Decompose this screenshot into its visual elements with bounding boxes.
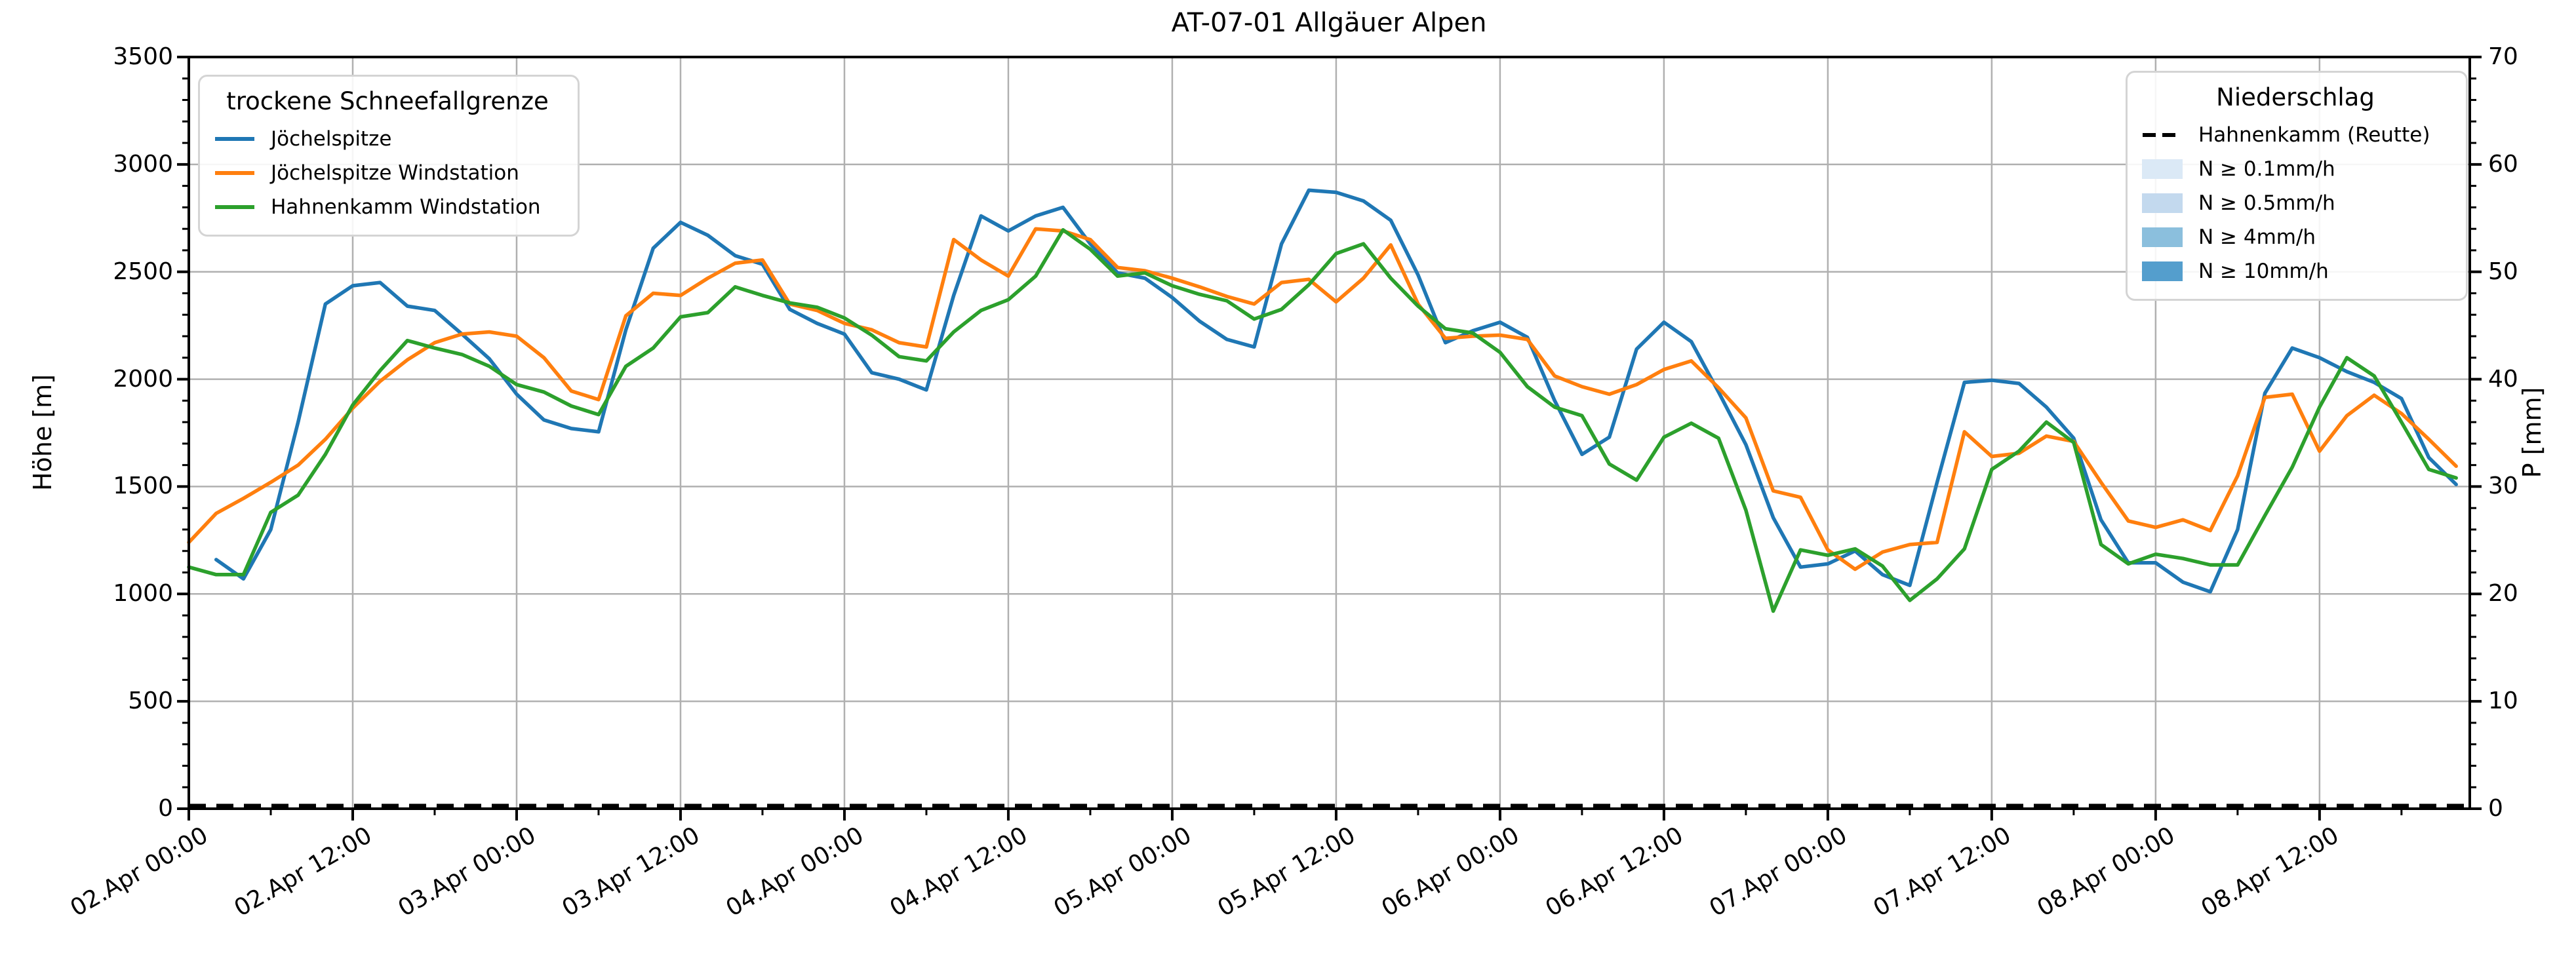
series-line-j-chelspitze-windstation <box>187 227 2458 571</box>
page-title: AT-07-01 Allgäuer Alpen <box>1171 8 1487 38</box>
legend-item: N ≥ 10mm/h <box>2142 254 2449 288</box>
y-tick-label-left: 0 <box>158 795 173 822</box>
plot-border <box>188 56 2471 810</box>
legend-patch-sample <box>2142 159 2183 179</box>
legend-item-label: Jöchelspitze <box>271 127 392 151</box>
y-tick-label-right: 20 <box>2488 580 2518 608</box>
y-axis-label-left: Höhe [m] <box>28 374 57 492</box>
legend-line-sample <box>215 137 254 141</box>
legend-item: Hahnenkamm Windstation <box>214 190 561 224</box>
legend-item: Jöchelspitze Windstation <box>214 156 561 190</box>
legend-snowline-title: trockene Schneefallgrenze <box>226 87 549 115</box>
legend-patch-sample <box>2142 227 2183 247</box>
y-tick-label-left: 2500 <box>113 258 173 285</box>
legend-snowline-items: Jöchelspitze Jöchelspitze Windstation Hahn… <box>214 122 561 224</box>
legend-item: Hahnenkamm (Reutte) <box>2142 118 2449 152</box>
legend-precip-items: Hahnenkamm (Reutte) N ≥ 0.1mm/h N ≥ 0.5mm/… <box>2142 118 2449 288</box>
legend-item-label: N ≥ 4mm/h <box>2198 225 2316 249</box>
y-tick-label-right: 10 <box>2488 687 2518 715</box>
y-tick-label-left: 1000 <box>113 580 173 608</box>
series-line-hahnenkamm-windstation <box>187 228 2458 613</box>
y-tick-label-left: 3500 <box>113 43 173 70</box>
y-tick-label-right: 40 <box>2488 365 2518 393</box>
legend-precip: Niederschlag Hahnenkamm (Reutte) N ≥ 0.1m… <box>2126 71 2468 301</box>
legend-patch-sample <box>2142 261 2183 281</box>
legend-snowline: trockene Schneefallgrenze Jöchelspitze Jö… <box>198 75 580 237</box>
y-tick-label-left: 500 <box>128 687 173 715</box>
legend-item-label: Hahnenkamm (Reutte) <box>2198 123 2430 147</box>
legend-item-label: Jöchelspitze Windstation <box>271 161 519 185</box>
legend-line-sample <box>215 171 254 175</box>
legend-item-label: N ≥ 0.1mm/h <box>2198 157 2335 181</box>
legend-dashed-line-sample <box>2143 133 2182 137</box>
legend-item: N ≥ 0.1mm/h <box>2142 152 2449 186</box>
y-tick-label-left: 2000 <box>113 365 173 393</box>
y-tick-label-right: 0 <box>2488 795 2503 822</box>
legend-item: N ≥ 0.5mm/h <box>2142 186 2449 220</box>
legend-item: Jöchelspitze <box>214 122 561 156</box>
series-line-j-chelspitze <box>214 188 2458 594</box>
legend-item-label: N ≥ 10mm/h <box>2198 260 2329 283</box>
legend-item: N ≥ 4mm/h <box>2142 220 2449 254</box>
y-tick-label-right: 60 <box>2488 150 2518 178</box>
legend-item-label: Hahnenkamm Windstation <box>271 195 541 219</box>
y-axis-label-right: P [mm] <box>2518 387 2546 478</box>
legend-item-label: N ≥ 0.5mm/h <box>2198 191 2335 215</box>
y-tick-label-right: 50 <box>2488 258 2518 285</box>
y-tick-label-right: 70 <box>2488 43 2518 70</box>
legend-precip-title: Niederschlag <box>2216 83 2375 111</box>
legend-line-sample <box>215 205 254 209</box>
y-tick-label-left: 1500 <box>113 473 173 500</box>
y-tick-label-left: 3000 <box>113 150 173 178</box>
legend-patch-sample <box>2142 193 2183 213</box>
y-tick-label-right: 30 <box>2488 473 2518 500</box>
